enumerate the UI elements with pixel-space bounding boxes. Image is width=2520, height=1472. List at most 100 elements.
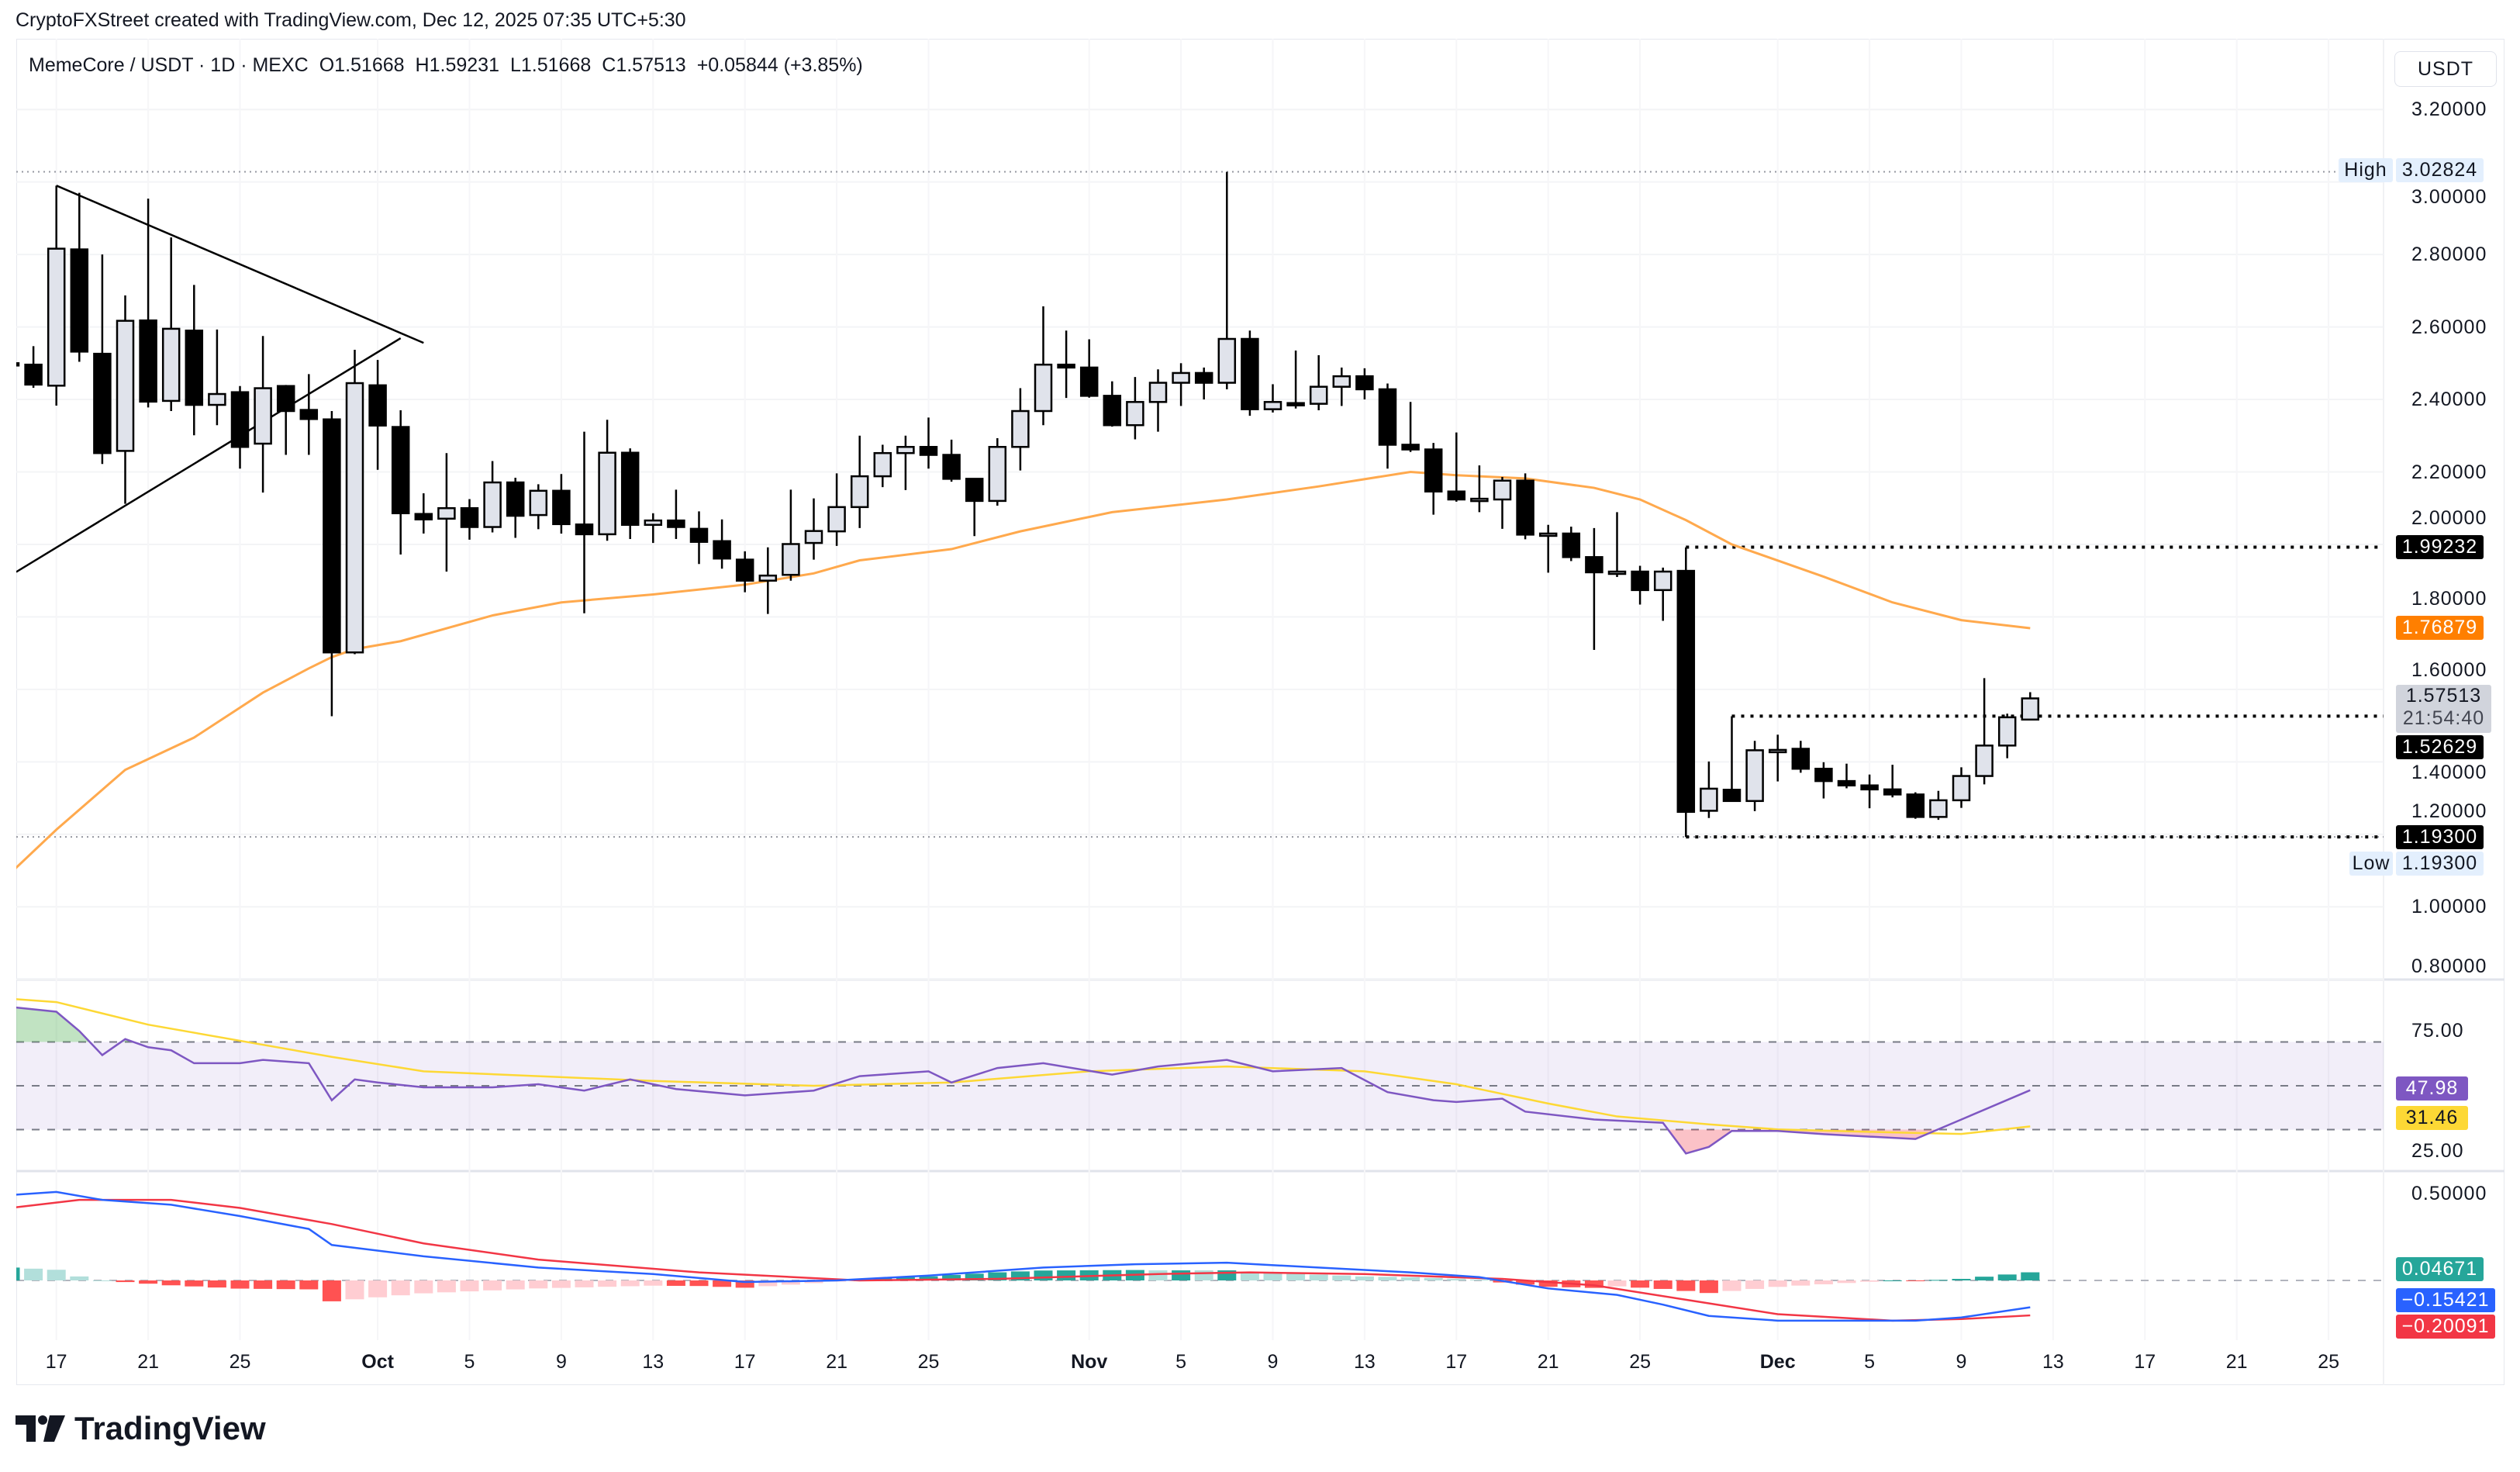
currency-selector[interactable]: USDT [2394,51,2497,87]
macd-histogram-bar [1975,1277,1994,1280]
last-price-badge: 1.57513 21:54:40 [2396,685,2491,733]
candle [116,295,135,504]
candle [1700,761,1718,818]
candle-body-down [24,363,43,386]
macd-pane [16,1190,2384,1322]
candle-body-down [1194,371,1213,384]
candle [1194,367,1213,400]
candle-body-up [1309,385,1328,405]
price-pane [16,171,2384,869]
symbol-name[interactable]: MemeCore / USDT · 1D · MEXC [29,54,309,76]
macd-histogram-bar [1332,1275,1351,1280]
tradingview-logo[interactable]: TradingView [16,1410,266,1447]
candle [1355,368,1374,400]
candle [1148,369,1168,432]
macd-histogram-bar [299,1280,319,1290]
candle [1424,443,1443,515]
candle [368,360,387,470]
candle-body-up [1126,401,1144,427]
time-axis-tick: 17 [1445,1351,1468,1373]
macd-histogram-bar [1722,1280,1742,1291]
candle [1997,714,2017,758]
macd-histogram-bar [185,1280,204,1287]
macd-histogram-bar [1057,1270,1076,1280]
macd-histogram-bar [1355,1276,1374,1280]
candle [1722,716,1742,803]
time-axis-tick: 9 [1267,1351,1279,1373]
resistance-badge: 1.99232 [2396,535,2484,559]
candle-body-down [1286,402,1305,406]
candle-body-up [1172,371,1190,384]
candle [1447,432,1466,502]
candle-body-up [254,387,272,445]
candle-body-down [965,478,984,503]
candle [1172,363,1190,406]
macd-histogram-bar [1194,1270,1213,1280]
candle [1516,473,1534,540]
candle [1057,330,1075,399]
macd-histogram-bar [322,1280,341,1301]
macd-histogram-bar [1516,1280,1535,1285]
candle [345,350,364,655]
candle [1034,306,1053,426]
candle [1791,741,1811,773]
candle [437,453,456,572]
candle [230,385,250,469]
macd-histogram-bar [1676,1280,1696,1291]
time-axis-tick: 13 [2042,1351,2064,1373]
candle-body-down [323,418,341,654]
support-upper-badge: 1.52629 [2396,735,2484,759]
candle [1653,567,1673,621]
bar-countdown: 21:54:40 [2402,707,2485,729]
candle [850,435,869,528]
macd-histogram-bar [506,1280,525,1290]
macd-histogram-bar [551,1280,571,1288]
candle [598,420,616,541]
candle-body-down [735,558,754,582]
time-axis-tick: Nov [1071,1351,1108,1373]
candle-body-up [758,574,778,582]
time-axis-tick: 25 [229,1351,251,1373]
low-value: L1.51668 [509,54,592,76]
candle [1241,330,1259,416]
macd-histogram-bar [1240,1272,1259,1280]
candle-body-down [414,513,433,520]
candle-body-down [16,362,20,367]
time-axis-tick: 21 [137,1351,159,1373]
tradingview-wordmark: TradingView [74,1410,266,1446]
macd-histogram-bar [1607,1280,1627,1287]
candle-body-down [1631,570,1649,592]
candle-body-down [689,527,709,543]
candle [16,362,20,367]
macd-histogram-bar [1584,1280,1603,1288]
candle-body-down [1906,793,1925,818]
price-axis-tick: 2.40000 [2411,389,2487,411]
macd-histogram-bar [1148,1270,1168,1280]
candle-body-down [185,330,204,406]
candle-body-down [620,451,640,526]
candle-body-up [1952,775,1971,802]
time-axis-tick: 17 [734,1351,756,1373]
candle-body-up [1332,375,1351,388]
triangle-upper-trendline [56,185,424,344]
candle [1470,465,1489,513]
candle [276,385,295,455]
price-axis-tick: 3.00000 [2411,186,2487,208]
candle-body-down [93,352,112,454]
candle [1538,524,1558,573]
candle-body-up [1263,401,1282,410]
macd-histogram-bar [919,1276,938,1280]
candle-body-down [1355,375,1374,391]
candle-body-up [827,506,846,533]
macd-histogram-bar [598,1280,617,1287]
candle [1286,350,1305,409]
candle [254,336,272,493]
macd-histogram-bar [1768,1280,1787,1287]
candle [529,484,548,530]
price-axis-tick: 1.00000 [2411,896,2487,918]
macd-histogram-bar [414,1280,433,1294]
macd-histogram-bar [1952,1278,1971,1280]
candle [1378,383,1397,469]
macd-histogram-bar [1172,1270,1191,1280]
